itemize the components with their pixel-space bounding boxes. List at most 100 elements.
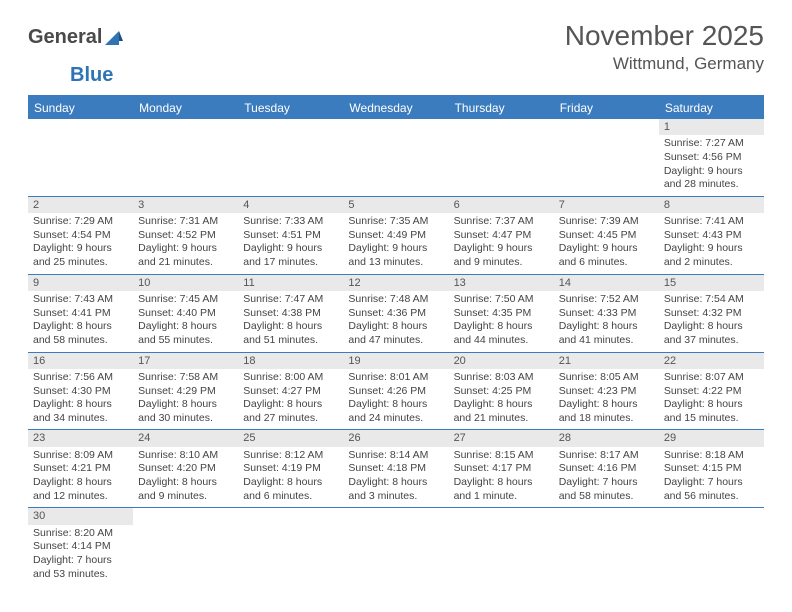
daylight: Daylight: 9 hours and 21 minutes. <box>138 242 233 269</box>
daylight: Daylight: 8 hours and 47 minutes. <box>348 320 443 347</box>
sunrise: Sunrise: 7:33 AM <box>243 215 338 229</box>
day-body: Sunrise: 8:17 AMSunset: 4:16 PMDaylight:… <box>554 447 659 508</box>
day-body: Sunrise: 8:18 AMSunset: 4:15 PMDaylight:… <box>659 447 764 508</box>
day-body <box>343 525 448 531</box>
sunrise: Sunrise: 8:07 AM <box>664 371 759 385</box>
sunset: Sunset: 4:47 PM <box>454 229 549 243</box>
day-body: Sunrise: 8:01 AMSunset: 4:26 PMDaylight:… <box>343 369 448 430</box>
daylight: Daylight: 9 hours and 6 minutes. <box>559 242 654 269</box>
daylight: Daylight: 8 hours and 34 minutes. <box>33 398 128 425</box>
day-body: Sunrise: 8:12 AMSunset: 4:19 PMDaylight:… <box>238 447 343 508</box>
day-cell: 27Sunrise: 8:15 AMSunset: 4:17 PMDayligh… <box>449 430 554 507</box>
sunrise: Sunrise: 7:50 AM <box>454 293 549 307</box>
sunset: Sunset: 4:14 PM <box>33 540 128 554</box>
logo-text-1: General <box>28 26 102 49</box>
day-body: Sunrise: 7:41 AMSunset: 4:43 PMDaylight:… <box>659 213 764 274</box>
sunset: Sunset: 4:22 PM <box>664 385 759 399</box>
daylight: Daylight: 7 hours and 58 minutes. <box>559 476 654 503</box>
day-body <box>133 525 238 531</box>
weekday-thu: Thursday <box>449 97 554 119</box>
day-body <box>133 135 238 141</box>
sunset: Sunset: 4:54 PM <box>33 229 128 243</box>
day-body: Sunrise: 8:05 AMSunset: 4:23 PMDaylight:… <box>554 369 659 430</box>
day-body: Sunrise: 7:35 AMSunset: 4:49 PMDaylight:… <box>343 213 448 274</box>
day-cell <box>238 508 343 585</box>
sunrise: Sunrise: 8:17 AM <box>559 449 654 463</box>
day-body: Sunrise: 7:54 AMSunset: 4:32 PMDaylight:… <box>659 291 764 352</box>
sunrise: Sunrise: 7:54 AM <box>664 293 759 307</box>
day-number: 5 <box>343 197 448 213</box>
sunset: Sunset: 4:20 PM <box>138 462 233 476</box>
day-body <box>343 135 448 141</box>
sunset: Sunset: 4:45 PM <box>559 229 654 243</box>
day-number: 10 <box>133 275 238 291</box>
daylight: Daylight: 8 hours and 24 minutes. <box>348 398 443 425</box>
sunset: Sunset: 4:27 PM <box>243 385 338 399</box>
day-body <box>449 135 554 141</box>
daylight: Daylight: 8 hours and 51 minutes. <box>243 320 338 347</box>
day-body <box>28 135 133 141</box>
sunrise: Sunrise: 8:20 AM <box>33 527 128 541</box>
day-number: 23 <box>28 430 133 446</box>
daylight: Daylight: 8 hours and 15 minutes. <box>664 398 759 425</box>
day-number: 26 <box>343 430 448 446</box>
sunrise: Sunrise: 7:27 AM <box>664 137 759 151</box>
day-body: Sunrise: 8:00 AMSunset: 4:27 PMDaylight:… <box>238 369 343 430</box>
day-number: 2 <box>28 197 133 213</box>
sunset: Sunset: 4:29 PM <box>138 385 233 399</box>
day-number: 1 <box>659 119 764 135</box>
day-cell: 22Sunrise: 8:07 AMSunset: 4:22 PMDayligh… <box>659 353 764 430</box>
weekday-sat: Saturday <box>659 97 764 119</box>
day-cell: 20Sunrise: 8:03 AMSunset: 4:25 PMDayligh… <box>449 353 554 430</box>
day-body <box>554 525 659 531</box>
day-cell: 26Sunrise: 8:14 AMSunset: 4:18 PMDayligh… <box>343 430 448 507</box>
day-body <box>449 525 554 531</box>
day-number: 21 <box>554 353 659 369</box>
day-number: 7 <box>554 197 659 213</box>
daylight: Daylight: 8 hours and 30 minutes. <box>138 398 233 425</box>
day-cell <box>449 508 554 585</box>
sunrise: Sunrise: 7:41 AM <box>664 215 759 229</box>
sunrise: Sunrise: 8:14 AM <box>348 449 443 463</box>
sunset: Sunset: 4:25 PM <box>454 385 549 399</box>
sunset: Sunset: 4:40 PM <box>138 307 233 321</box>
day-number: 18 <box>238 353 343 369</box>
day-cell: 14Sunrise: 7:52 AMSunset: 4:33 PMDayligh… <box>554 275 659 352</box>
day-number: 24 <box>133 430 238 446</box>
day-number: 8 <box>659 197 764 213</box>
day-body <box>554 135 659 141</box>
weekday-row: Sunday Monday Tuesday Wednesday Thursday… <box>28 97 764 119</box>
logo-text-2: Blue <box>70 64 113 87</box>
day-cell: 9Sunrise: 7:43 AMSunset: 4:41 PMDaylight… <box>28 275 133 352</box>
sunset: Sunset: 4:26 PM <box>348 385 443 399</box>
day-body: Sunrise: 8:20 AMSunset: 4:14 PMDaylight:… <box>28 525 133 586</box>
daylight: Daylight: 9 hours and 17 minutes. <box>243 242 338 269</box>
sunrise: Sunrise: 8:15 AM <box>454 449 549 463</box>
sunset: Sunset: 4:17 PM <box>454 462 549 476</box>
daylight: Daylight: 7 hours and 56 minutes. <box>664 476 759 503</box>
sunrise: Sunrise: 8:12 AM <box>243 449 338 463</box>
day-body: Sunrise: 7:56 AMSunset: 4:30 PMDaylight:… <box>28 369 133 430</box>
day-cell: 5Sunrise: 7:35 AMSunset: 4:49 PMDaylight… <box>343 197 448 274</box>
week-row: 1Sunrise: 7:27 AMSunset: 4:56 PMDaylight… <box>28 119 764 197</box>
sunset: Sunset: 4:56 PM <box>664 151 759 165</box>
day-number: 30 <box>28 508 133 524</box>
day-cell: 7Sunrise: 7:39 AMSunset: 4:45 PMDaylight… <box>554 197 659 274</box>
sunrise: Sunrise: 7:58 AM <box>138 371 233 385</box>
sunrise: Sunrise: 7:48 AM <box>348 293 443 307</box>
day-cell <box>28 119 133 196</box>
month-title: November 2025 <box>565 20 764 52</box>
day-cell: 4Sunrise: 7:33 AMSunset: 4:51 PMDaylight… <box>238 197 343 274</box>
day-number: 12 <box>343 275 448 291</box>
daylight: Daylight: 7 hours and 53 minutes. <box>33 554 128 581</box>
day-cell <box>343 119 448 196</box>
daylight: Daylight: 9 hours and 2 minutes. <box>664 242 759 269</box>
day-number: 29 <box>659 430 764 446</box>
day-number: 4 <box>238 197 343 213</box>
weekday-tue: Tuesday <box>238 97 343 119</box>
day-body: Sunrise: 7:27 AMSunset: 4:56 PMDaylight:… <box>659 135 764 196</box>
calendar: Sunday Monday Tuesday Wednesday Thursday… <box>28 95 764 585</box>
sunset: Sunset: 4:23 PM <box>559 385 654 399</box>
day-cell: 23Sunrise: 8:09 AMSunset: 4:21 PMDayligh… <box>28 430 133 507</box>
weeks-container: 1Sunrise: 7:27 AMSunset: 4:56 PMDaylight… <box>28 119 764 585</box>
